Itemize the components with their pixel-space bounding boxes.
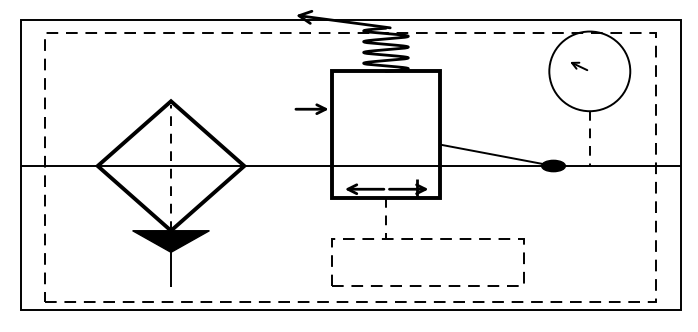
Bar (45, 33, 656, 302)
Bar (21, 20, 681, 310)
Circle shape (542, 160, 565, 172)
Bar (332, 239, 524, 286)
Polygon shape (133, 231, 209, 252)
Bar (332, 71, 440, 198)
